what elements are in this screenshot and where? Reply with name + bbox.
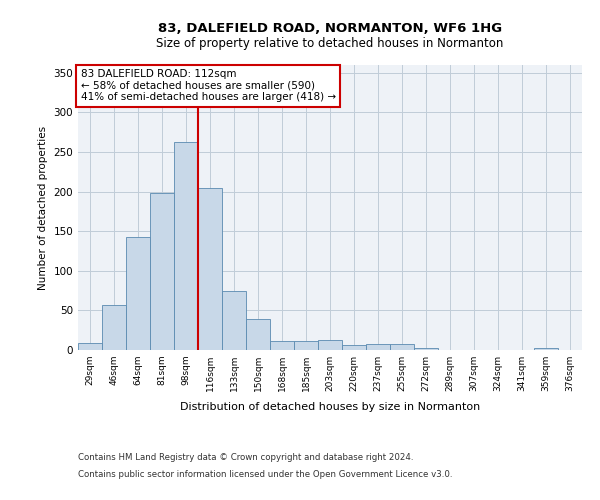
Bar [174,142,198,350]
Bar [342,346,366,350]
Bar [270,340,294,350]
Bar [150,193,174,350]
Bar [102,305,126,350]
Text: 83 DALEFIELD ROAD: 112sqm
← 58% of detached houses are smaller (590)
41% of semi: 83 DALEFIELD ROAD: 112sqm ← 58% of detac… [80,70,335,102]
Bar [318,340,342,350]
Bar [222,292,246,350]
Bar [198,188,222,350]
Bar [366,344,390,350]
Y-axis label: Number of detached properties: Number of detached properties [38,126,48,290]
Text: 83, DALEFIELD ROAD, NORMANTON, WF6 1HG: 83, DALEFIELD ROAD, NORMANTON, WF6 1HG [158,22,502,36]
Bar [78,343,102,350]
Text: Distribution of detached houses by size in Normanton: Distribution of detached houses by size … [180,402,480,412]
Text: Size of property relative to detached houses in Normanton: Size of property relative to detached ho… [157,38,503,51]
Text: Contains HM Land Registry data © Crown copyright and database right 2024.: Contains HM Land Registry data © Crown c… [78,452,413,462]
Text: Contains public sector information licensed under the Open Government Licence v3: Contains public sector information licen… [78,470,452,479]
Bar [390,344,414,350]
Bar [126,237,150,350]
Bar [246,319,270,350]
Bar [534,348,558,350]
Bar [294,340,318,350]
Bar [414,348,438,350]
